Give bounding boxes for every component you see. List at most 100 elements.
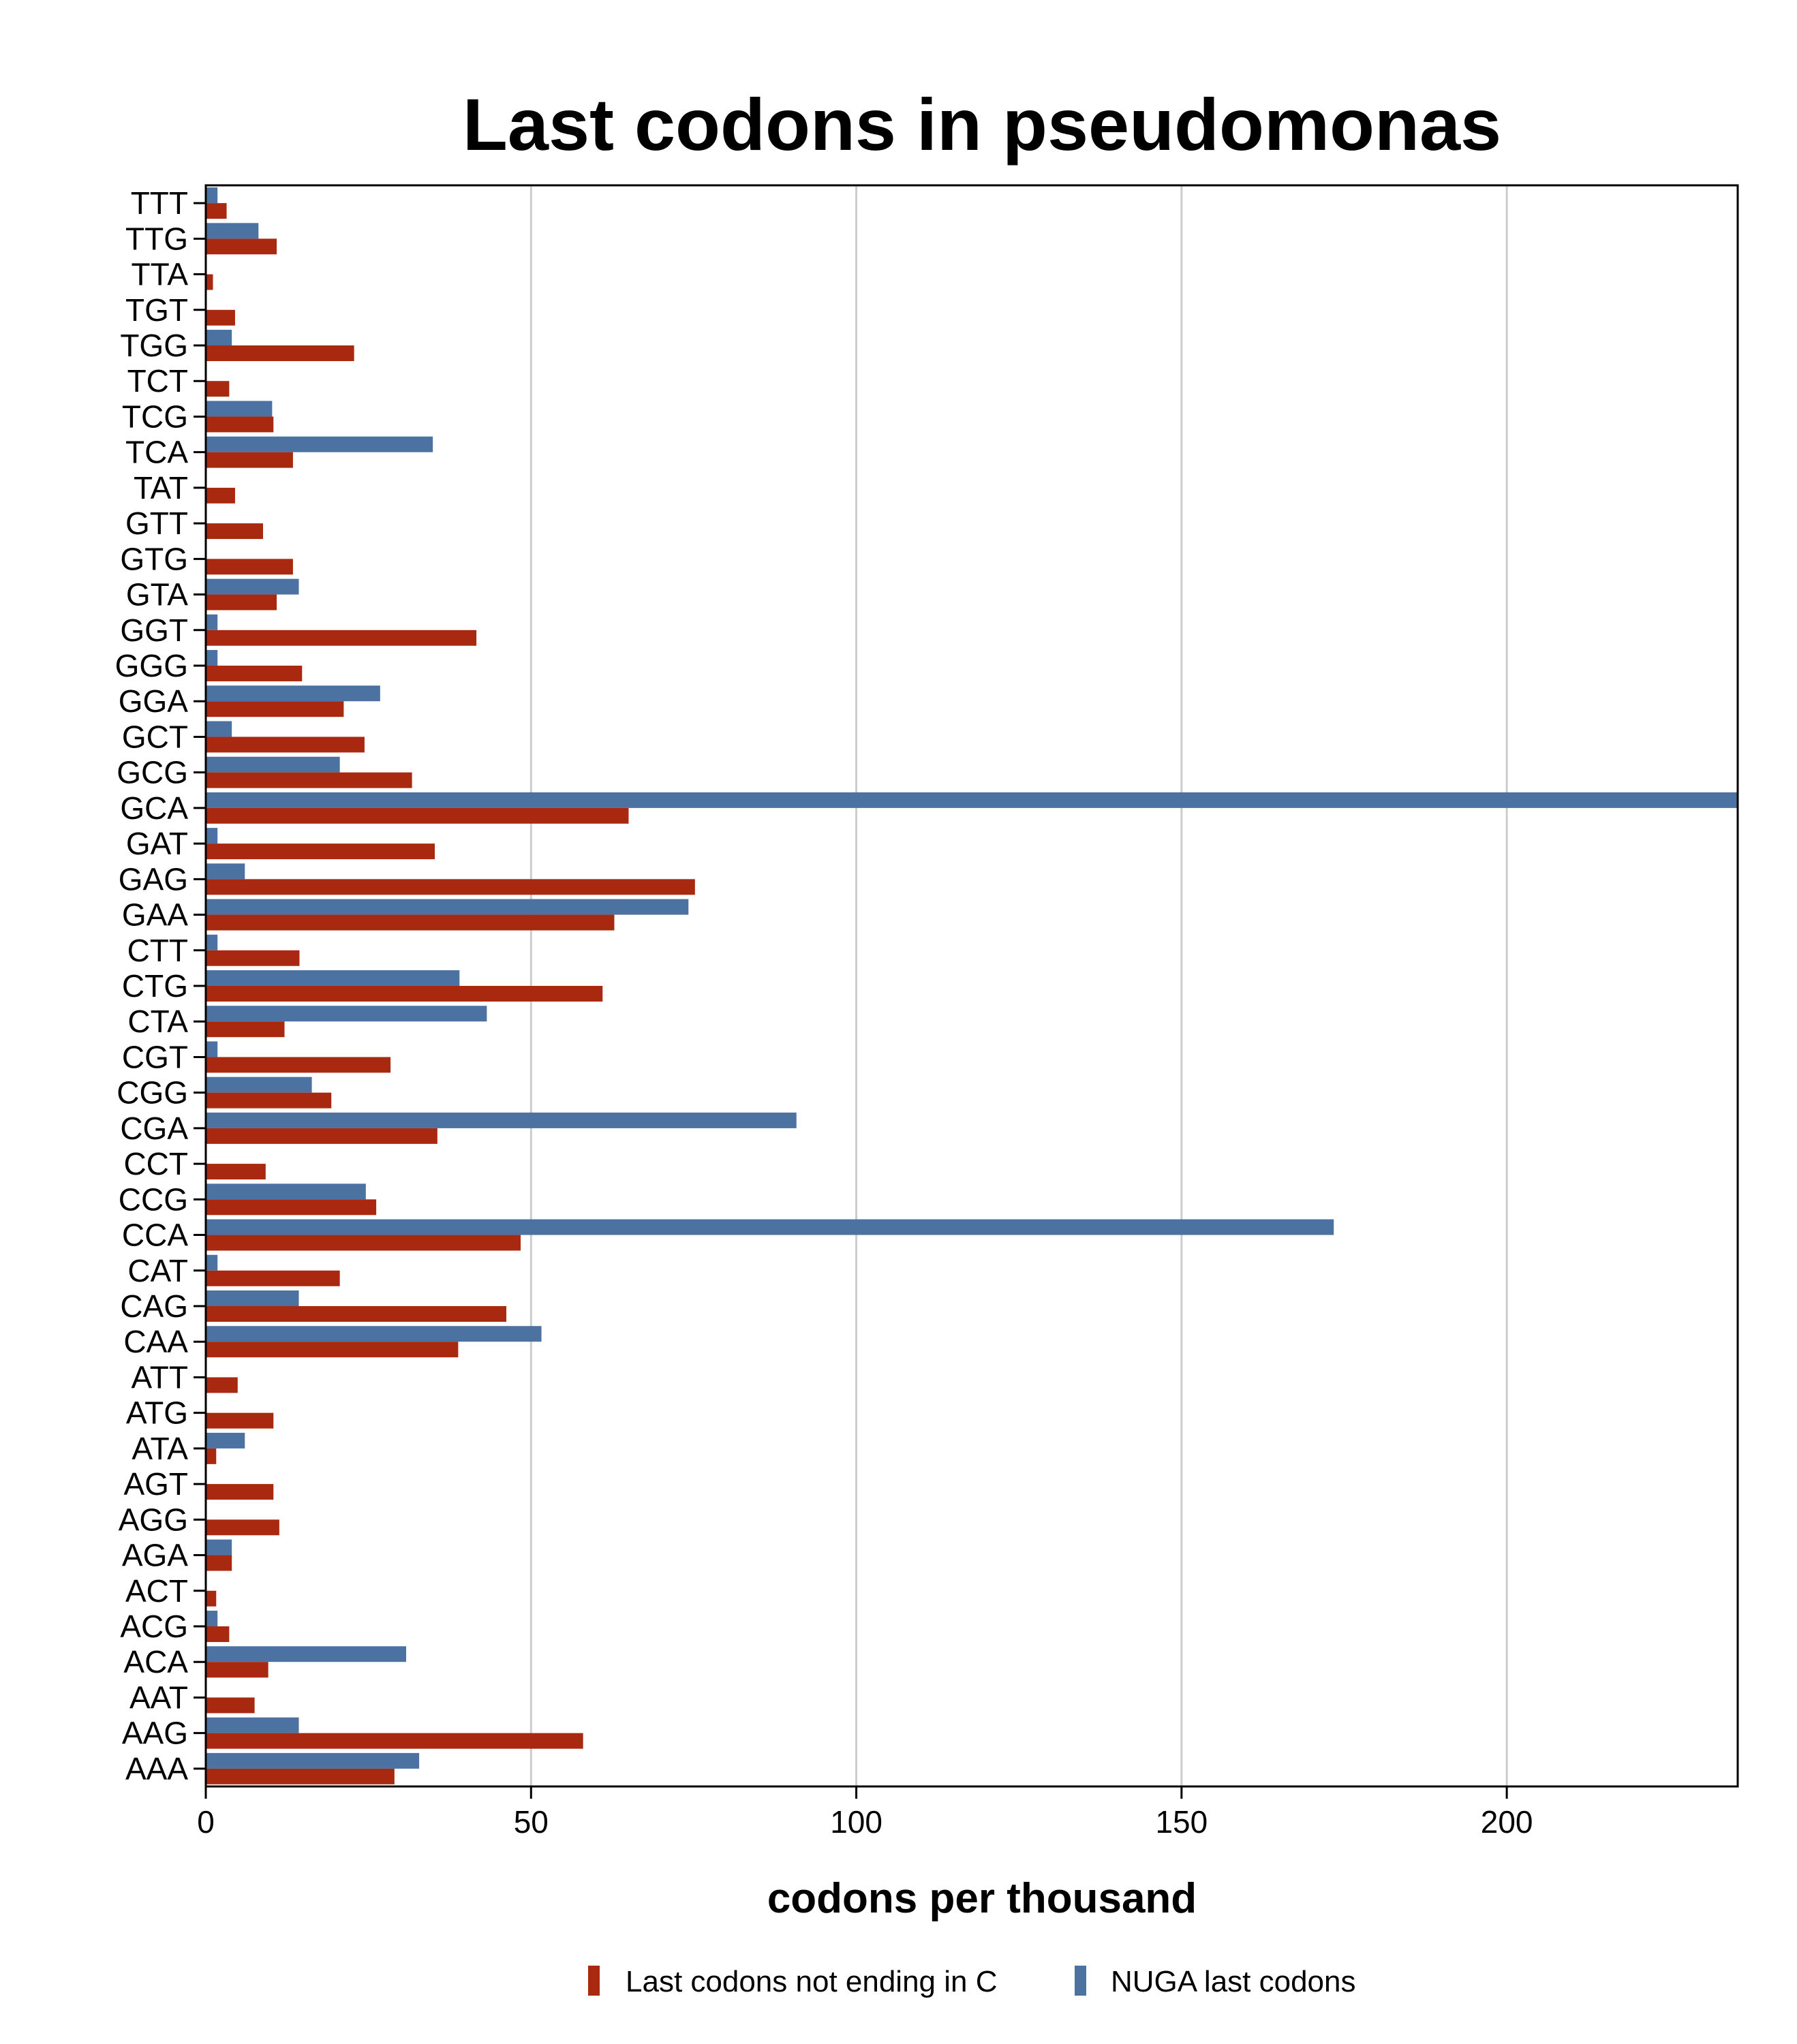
bar-gtg-not-ending-in-c xyxy=(206,559,293,575)
y-tick-label-cta: CTA xyxy=(127,1004,188,1039)
bar-tcg-not-ending-in-c xyxy=(206,416,274,433)
y-tick-label-cgg: CGG xyxy=(117,1075,188,1111)
bar-gaa-nuga xyxy=(206,899,689,915)
y-tick-label-ctt: CTT xyxy=(127,933,188,968)
y-tick-label-gga: GGA xyxy=(119,683,189,719)
bar-aaa-nuga xyxy=(206,1752,420,1769)
bar-aca-not-ending-in-c xyxy=(206,1662,268,1678)
bar-aag-nuga xyxy=(206,1717,299,1733)
bar-cca-nuga xyxy=(206,1219,1334,1235)
y-tick-label-atg: ATG xyxy=(126,1395,188,1431)
y-tick-label-gtg: GTG xyxy=(120,541,188,576)
bar-cgg-nuga xyxy=(206,1077,312,1093)
bar-aat-not-ending-in-c xyxy=(206,1697,255,1714)
bar-ctt-not-ending-in-c xyxy=(206,950,300,966)
bar-ccg-nuga xyxy=(206,1183,366,1200)
bar-cca-not-ending-in-c xyxy=(206,1235,521,1251)
y-tick-label-ccg: CCG xyxy=(119,1181,188,1217)
bar-agg-not-ending-in-c xyxy=(206,1519,279,1536)
y-tick-label-gta: GTA xyxy=(126,577,188,613)
bar-ccg-not-ending-in-c xyxy=(206,1199,377,1215)
y-tick-label-caa: CAA xyxy=(123,1324,188,1359)
y-tick-label-cct: CCT xyxy=(123,1146,188,1181)
y-tick-label-tat: TAT xyxy=(134,470,188,506)
bar-ata-nuga xyxy=(206,1432,245,1449)
bar-ggt-not-ending-in-c xyxy=(206,630,477,646)
bar-ctg-nuga xyxy=(206,970,460,986)
bar-gaa-not-ending-in-c xyxy=(206,914,615,931)
bar-ttg-nuga xyxy=(206,223,259,239)
bar-cct-not-ending-in-c xyxy=(206,1164,266,1180)
bar-cat-nuga xyxy=(206,1254,218,1271)
y-tick-label-gct: GCT xyxy=(122,719,188,754)
bar-agt-not-ending-in-c xyxy=(206,1484,274,1500)
bar-cat-not-ending-in-c xyxy=(206,1270,340,1286)
bar-gct-nuga xyxy=(206,721,232,737)
bar-act-not-ending-in-c xyxy=(206,1590,217,1607)
bar-ggg-nuga xyxy=(206,650,218,666)
y-tick-label-tgg: TGG xyxy=(120,328,188,363)
y-tick-label-aat: AAT xyxy=(129,1679,188,1715)
y-tick-label-tta: TTA xyxy=(132,257,189,292)
y-tick-label-gcg: GCG xyxy=(117,755,188,790)
bar-gct-not-ending-in-c xyxy=(206,737,365,753)
bar-ttt-nuga xyxy=(206,187,218,204)
y-tick-label-acg: ACG xyxy=(120,1609,188,1644)
bar-ctt-nuga xyxy=(206,934,218,950)
y-tick-label-tct: TCT xyxy=(127,363,188,399)
y-tick-label-cag: CAG xyxy=(120,1288,188,1324)
legend-swatch-red xyxy=(588,1966,600,1996)
bar-att-not-ending-in-c xyxy=(206,1377,238,1393)
y-tick-label-agg: AGG xyxy=(119,1502,188,1537)
bar-gga-not-ending-in-c xyxy=(206,701,344,717)
y-tick-label-aca: ACA xyxy=(123,1644,188,1679)
bar-gtt-not-ending-in-c xyxy=(206,523,264,540)
bar-acg-nuga xyxy=(206,1611,218,1626)
bar-gag-not-ending-in-c xyxy=(206,879,695,895)
x-tick-label-0: 0 xyxy=(197,1804,215,1840)
bar-caa-not-ending-in-c xyxy=(206,1342,459,1358)
legend-label-red: Last codons not ending in C xyxy=(626,1965,998,1998)
bar-gat-not-ending-in-c xyxy=(206,843,435,860)
y-tick-label-ttt: TTT xyxy=(131,185,188,221)
y-tick-label-aaa: AAA xyxy=(125,1751,188,1786)
bar-gta-not-ending-in-c xyxy=(206,594,277,610)
y-tick-label-ggt: GGT xyxy=(120,613,188,648)
y-tick-label-att: ATT xyxy=(132,1359,188,1395)
bar-tca-not-ending-in-c xyxy=(206,452,293,468)
y-tick-label-aag: AAG xyxy=(122,1716,188,1751)
y-tick-label-gtt: GTT xyxy=(125,506,188,541)
bar-cgg-not-ending-in-c xyxy=(206,1092,332,1109)
y-tick-label-gaa: GAA xyxy=(122,897,188,933)
bar-ctg-not-ending-in-c xyxy=(206,986,603,1002)
x-axis-ticks: 0 50 100 150 200 xyxy=(197,1786,1533,1840)
y-tick-label-ctg: CTG xyxy=(122,968,188,1004)
bar-tgt-not-ending-in-c xyxy=(206,309,235,326)
bar-gcg-not-ending-in-c xyxy=(206,772,412,788)
bar-ttt-not-ending-in-c xyxy=(206,203,227,219)
y-tick-label-ata: ATA xyxy=(132,1431,188,1466)
x-tick-label-200: 200 xyxy=(1481,1804,1533,1840)
bar-tcg-nuga xyxy=(206,401,273,417)
bars xyxy=(206,187,1738,1784)
y-tick-label-tca: TCA xyxy=(125,435,188,470)
bar-gat-nuga xyxy=(206,828,218,844)
x-tick-label-150: 150 xyxy=(1155,1804,1208,1840)
bar-gca-nuga xyxy=(206,792,1738,808)
y-tick-label-cca: CCA xyxy=(122,1218,188,1253)
bar-gcg-nuga xyxy=(206,756,340,773)
y-tick-label-cga: CGA xyxy=(120,1111,188,1146)
x-axis-label: codons per thousand xyxy=(767,1875,1197,1922)
y-tick-label-gag: GAG xyxy=(119,861,188,897)
bar-cgt-not-ending-in-c xyxy=(206,1057,391,1073)
y-axis-ticks: TTTTTGTTATGTTGGTCTTCGTCATATGTTGTGGTAGGTG… xyxy=(115,185,206,1786)
bar-cga-not-ending-in-c xyxy=(206,1128,437,1144)
bar-tta-not-ending-in-c xyxy=(206,274,213,290)
bar-cag-not-ending-in-c xyxy=(206,1306,507,1322)
y-tick-label-agt: AGT xyxy=(123,1466,188,1502)
y-tick-label-ggg: GGG xyxy=(115,648,188,683)
y-tick-label-gca: GCA xyxy=(120,790,188,826)
bar-ggg-not-ending-in-c xyxy=(206,666,303,681)
bar-aaa-not-ending-in-c xyxy=(206,1768,395,1784)
bar-tat-not-ending-in-c xyxy=(206,487,235,504)
